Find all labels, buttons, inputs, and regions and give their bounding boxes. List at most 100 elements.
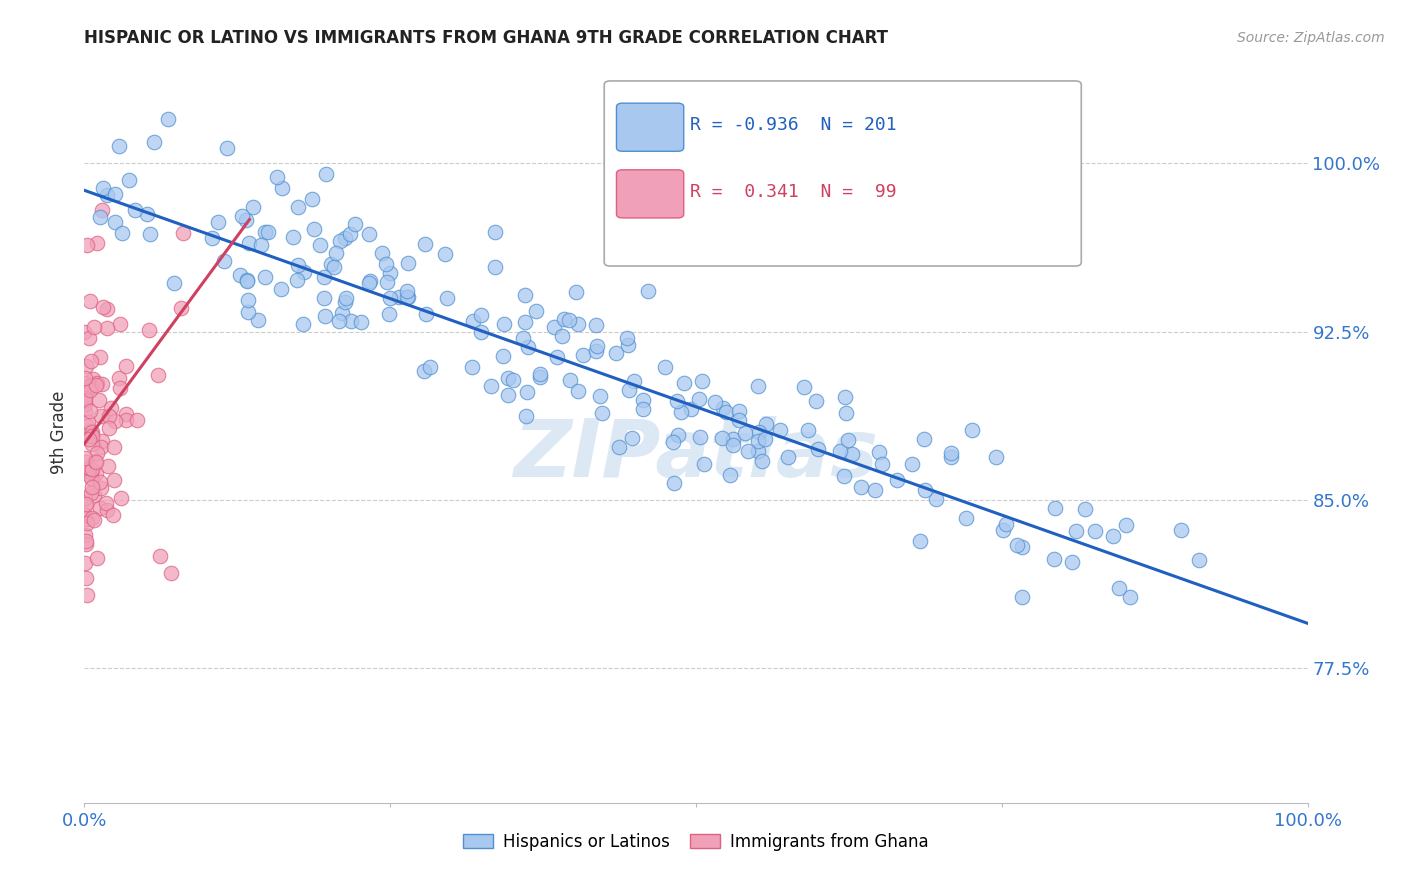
Point	[558, 373, 581, 387]
Point	[654, 360, 676, 375]
Point	[378, 307, 401, 321]
Point	[76, 419, 98, 434]
Point	[747, 434, 769, 449]
Point	[374, 257, 396, 271]
Point	[344, 217, 367, 231]
Point	[721, 437, 744, 451]
Point	[89, 350, 111, 364]
Point	[690, 375, 713, 389]
Point	[371, 246, 394, 260]
Point	[96, 188, 118, 202]
Point	[543, 319, 565, 334]
Point	[84, 455, 107, 469]
Point	[868, 444, 890, 458]
Point	[91, 300, 114, 314]
Point	[357, 276, 380, 290]
Point	[513, 287, 536, 301]
Point	[138, 323, 160, 337]
Point	[75, 571, 97, 585]
Point	[115, 359, 138, 373]
Point	[666, 393, 689, 408]
Point	[333, 231, 356, 245]
Point	[271, 181, 294, 195]
Point	[693, 457, 716, 471]
Point	[329, 235, 352, 249]
Point	[553, 312, 575, 326]
Point	[513, 315, 536, 329]
FancyBboxPatch shape	[616, 103, 683, 152]
Point	[496, 387, 519, 401]
Point	[80, 480, 103, 494]
Point	[330, 306, 353, 320]
Point	[834, 390, 856, 404]
Point	[319, 257, 342, 271]
Point	[80, 425, 103, 439]
Point	[1074, 501, 1097, 516]
Point	[302, 221, 325, 235]
Point	[631, 392, 654, 407]
Point	[586, 339, 609, 353]
Point	[283, 230, 305, 244]
Point	[97, 459, 120, 474]
Point	[865, 483, 887, 497]
Point	[664, 476, 686, 491]
Point	[146, 368, 169, 383]
Point	[77, 415, 100, 429]
Point	[253, 225, 276, 239]
Point	[688, 392, 710, 406]
Point	[479, 379, 502, 393]
Point	[90, 409, 112, 423]
Point	[1115, 518, 1137, 533]
Point	[75, 512, 97, 526]
Point	[73, 325, 96, 339]
Point	[94, 496, 117, 510]
FancyBboxPatch shape	[616, 169, 683, 218]
Y-axis label: 9th Grade: 9th Grade	[51, 391, 69, 475]
Point	[89, 211, 111, 225]
Point	[291, 318, 314, 332]
Point	[339, 227, 361, 241]
Point	[124, 202, 146, 217]
Point	[73, 388, 96, 402]
Point	[77, 432, 100, 446]
Point	[984, 450, 1007, 465]
Point	[558, 313, 581, 327]
Text: Source: ZipAtlas.com: Source: ZipAtlas.com	[1237, 31, 1385, 45]
Point	[901, 458, 924, 472]
Point	[86, 551, 108, 566]
Point	[80, 472, 103, 486]
Point	[103, 440, 125, 454]
Point	[77, 461, 100, 475]
Point	[616, 330, 638, 344]
Point	[325, 245, 347, 260]
Point	[669, 404, 692, 418]
Point	[142, 135, 165, 149]
Point	[73, 393, 96, 408]
Point	[623, 374, 645, 388]
Point	[565, 285, 588, 299]
Point	[117, 173, 139, 187]
Point	[939, 446, 962, 460]
Point	[517, 340, 540, 354]
Point	[235, 274, 257, 288]
Point	[551, 328, 574, 343]
Legend: Hispanics or Latinos, Immigrants from Ghana: Hispanics or Latinos, Immigrants from Gh…	[457, 826, 935, 857]
Point	[567, 384, 589, 398]
Point	[110, 491, 132, 505]
Point	[75, 534, 97, 549]
Point	[79, 403, 101, 417]
Point	[83, 513, 105, 527]
Point	[395, 284, 418, 298]
Point	[721, 432, 744, 446]
Point	[77, 424, 100, 438]
Point	[807, 442, 830, 456]
Point	[776, 450, 799, 464]
Point	[139, 227, 162, 242]
Point	[75, 497, 97, 511]
Point	[516, 385, 538, 400]
Point	[96, 321, 118, 335]
Point	[73, 392, 96, 406]
Point	[747, 379, 769, 393]
Point	[96, 301, 118, 316]
Point	[82, 437, 104, 451]
